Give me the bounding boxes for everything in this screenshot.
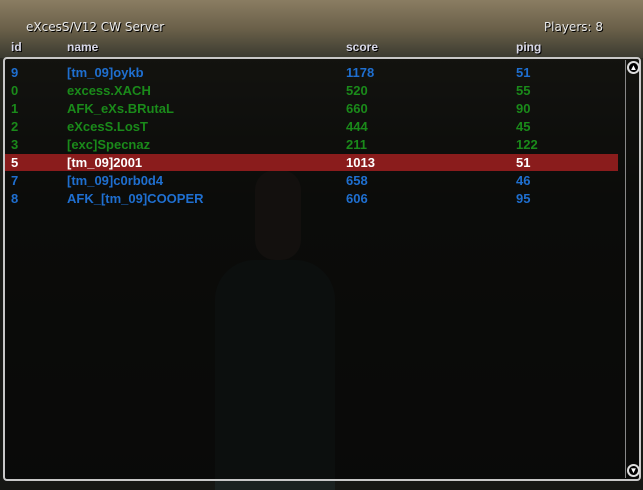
- player-ping: 90: [516, 101, 531, 116]
- player-score: 660: [346, 101, 368, 116]
- player-score: 1013: [346, 155, 375, 170]
- player-ping: 51: [516, 155, 531, 170]
- column-header-id[interactable]: id: [11, 40, 22, 54]
- player-id: 3: [11, 137, 19, 152]
- player-id: 2: [11, 119, 19, 134]
- player-score: 1178: [346, 65, 375, 80]
- arrow-down-icon[interactable]: ▼: [627, 464, 640, 477]
- player-row[interactable]: 7 [tm_09]c0rb0d4 658 46: [5, 172, 618, 189]
- player-name: AFK_eXs.BRutaL: [67, 101, 174, 116]
- player-ping: 51: [516, 65, 531, 80]
- player-score: 444: [346, 119, 368, 134]
- player-row[interactable]: 3 [exc]Specnaz 211 122: [5, 136, 618, 153]
- game-background: [0, 0, 643, 58]
- player-list: [3, 57, 641, 481]
- player-row[interactable]: 1 AFK_eXs.BRutaL 660 90: [5, 100, 618, 117]
- column-header-score[interactable]: score: [346, 40, 379, 54]
- player-ping: 95: [516, 191, 531, 206]
- scrollbar[interactable]: ▲ ▼: [625, 60, 640, 478]
- player-row[interactable]: 9 [tm_09]oykb 1178 51: [5, 64, 618, 81]
- player-score: 520: [346, 83, 368, 98]
- player-score: 606: [346, 191, 368, 206]
- arrow-up-icon[interactable]: ▲: [627, 61, 640, 74]
- server-name: eXcesS/V12 CW Server: [26, 20, 165, 34]
- player-score: 658: [346, 173, 368, 188]
- player-name: [exc]Specnaz: [67, 137, 151, 152]
- player-ping: 46: [516, 173, 531, 188]
- player-name: AFK_[tm_09]COOPER: [67, 191, 204, 206]
- player-name: eXcesS.LosT: [67, 119, 148, 134]
- player-id: 1: [11, 101, 19, 116]
- player-id: 0: [11, 83, 19, 98]
- column-header-ping[interactable]: ping: [516, 40, 542, 54]
- column-header-name[interactable]: name: [67, 40, 99, 54]
- player-score: 211: [346, 137, 367, 152]
- player-id: 5: [11, 155, 19, 170]
- player-ping: 122: [516, 137, 538, 152]
- player-count: Players: 8: [543, 20, 603, 34]
- player-row[interactable]: 8 AFK_[tm_09]COOPER 606 95: [5, 190, 618, 207]
- player-name: [tm_09]oykb: [67, 65, 144, 80]
- player-name: excess.XACH: [67, 83, 151, 98]
- player-row[interactable]: 0 excess.XACH 520 55: [5, 82, 618, 99]
- player-id: 8: [11, 191, 19, 206]
- player-name: [tm_09]2001: [67, 155, 143, 170]
- player-id: 9: [11, 65, 19, 80]
- player-ping: 55: [516, 83, 531, 98]
- player-row-selected[interactable]: 5 [tm_09]2001 1013 51: [5, 154, 618, 171]
- player-row[interactable]: 2 eXcesS.LosT 444 45: [5, 118, 618, 135]
- player-id: 7: [11, 173, 19, 188]
- player-name: [tm_09]c0rb0d4: [67, 173, 164, 188]
- player-ping: 45: [516, 119, 531, 134]
